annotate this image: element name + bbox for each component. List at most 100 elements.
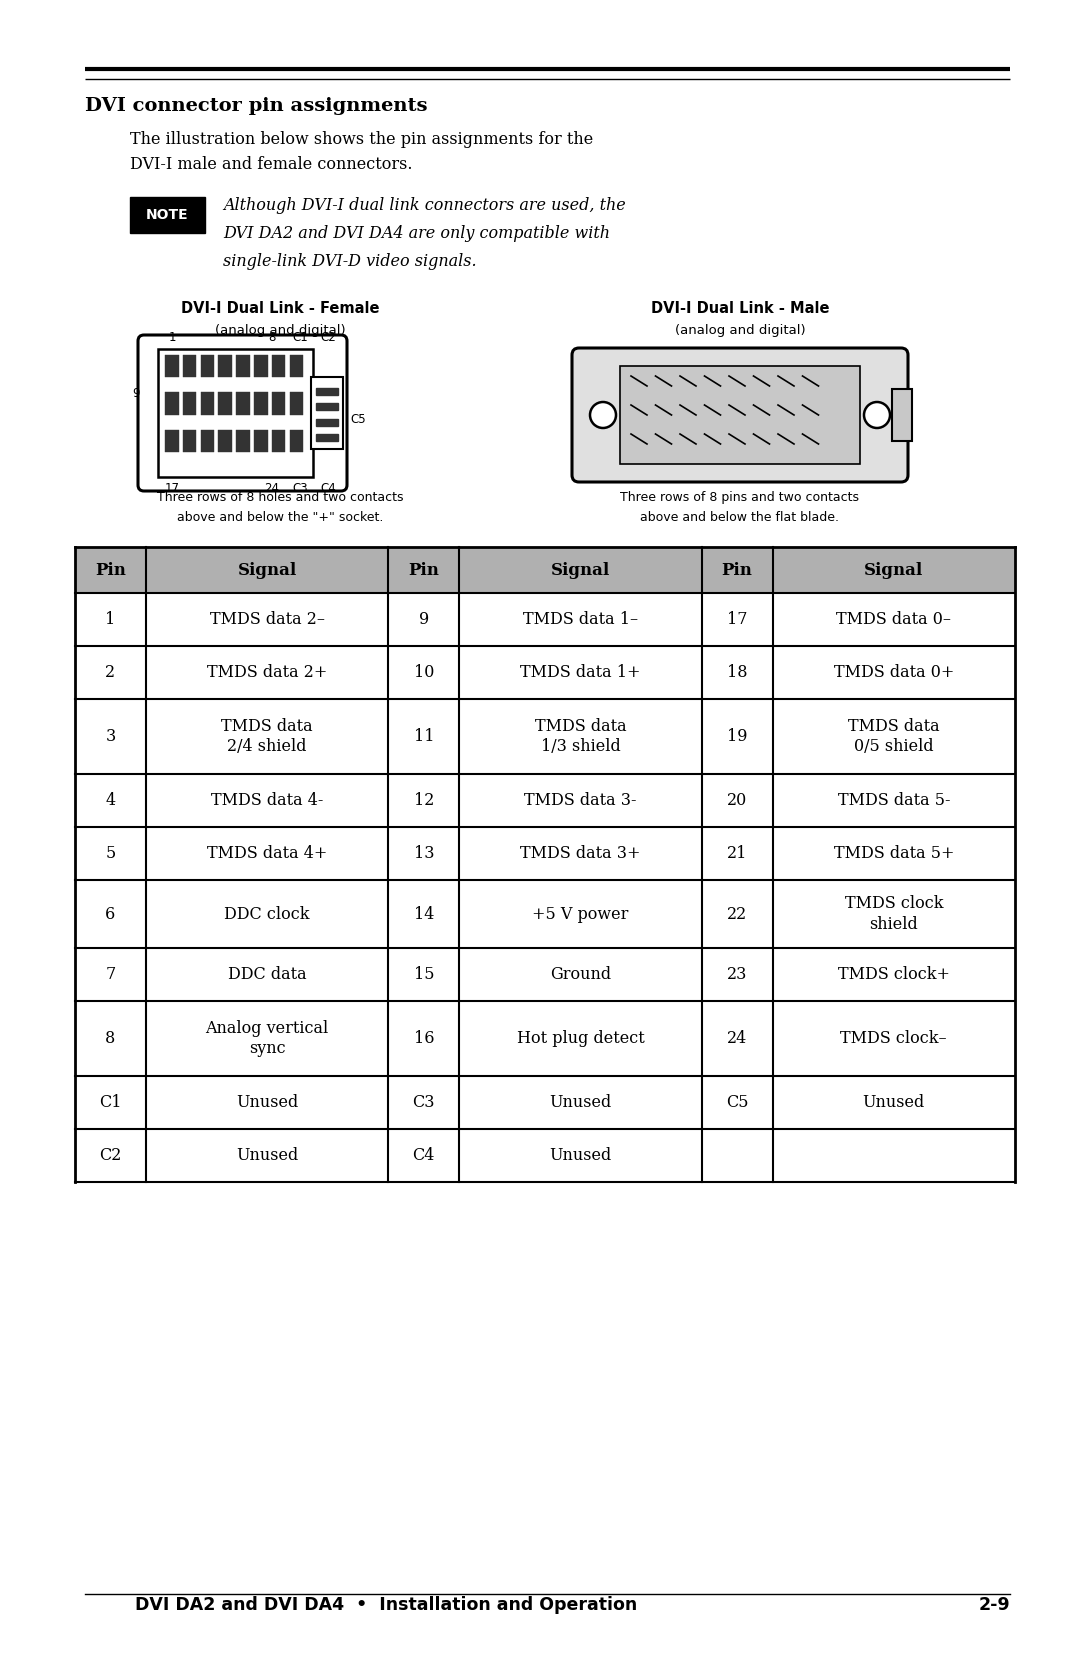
Text: TMDS data 2+: TMDS data 2+ (207, 664, 327, 681)
Text: 24: 24 (265, 482, 280, 496)
Text: C1: C1 (99, 1093, 122, 1112)
Text: TMDS data
2/4 shield: TMDS data 2/4 shield (221, 718, 313, 754)
Text: 12: 12 (414, 793, 434, 809)
Bar (237, 431, 249, 452)
Text: 16: 16 (414, 1030, 434, 1046)
Text: above and below the "+" socket.: above and below the "+" socket. (177, 511, 383, 524)
Text: 8: 8 (268, 330, 275, 344)
Text: 19: 19 (727, 728, 747, 744)
Bar (218, 431, 232, 452)
Text: 9: 9 (133, 387, 140, 401)
Text: TMDS data 2–: TMDS data 2– (210, 611, 325, 628)
Text: DVI-I Dual Link - Female: DVI-I Dual Link - Female (180, 300, 379, 315)
Bar (165, 431, 178, 452)
Text: 11: 11 (414, 728, 434, 744)
Text: DVI DA2 and DVI DA4 are only compatible with: DVI DA2 and DVI DA4 are only compatible … (222, 225, 610, 242)
Text: DVI-I Dual Link - Male: DVI-I Dual Link - Male (651, 300, 829, 315)
Text: (analog and digital): (analog and digital) (215, 324, 346, 337)
Bar (201, 355, 214, 377)
Text: TMDS data 4-: TMDS data 4- (211, 793, 323, 809)
Text: C4: C4 (413, 1147, 435, 1163)
Text: TMDS data 0+: TMDS data 0+ (834, 664, 954, 681)
Text: 1: 1 (106, 611, 116, 628)
Text: 10: 10 (414, 664, 434, 681)
Text: C4: C4 (320, 482, 336, 496)
Text: 15: 15 (414, 966, 434, 983)
Text: C3: C3 (413, 1093, 435, 1112)
Text: Signal: Signal (864, 561, 923, 579)
Text: above and below the flat blade.: above and below the flat blade. (640, 511, 839, 524)
Text: Ground: Ground (550, 966, 611, 983)
Text: 20: 20 (727, 793, 747, 809)
Text: 9: 9 (419, 611, 429, 628)
Bar (183, 355, 197, 377)
Text: Signal: Signal (551, 561, 610, 579)
Text: DVI DA2 and DVI DA4  •  Installation and Operation: DVI DA2 and DVI DA4 • Installation and O… (135, 1596, 637, 1614)
Circle shape (864, 402, 890, 427)
Circle shape (590, 402, 616, 427)
Bar (316, 387, 338, 394)
Text: TMDS data 3+: TMDS data 3+ (521, 845, 640, 861)
Text: TMDS data 3-: TMDS data 3- (524, 793, 637, 809)
Bar (237, 355, 249, 377)
Text: 2: 2 (106, 664, 116, 681)
Text: (analog and digital): (analog and digital) (675, 324, 806, 337)
Text: TMDS clock+: TMDS clock+ (838, 966, 949, 983)
Text: TMDS data 4+: TMDS data 4+ (207, 845, 327, 861)
Bar (272, 392, 285, 414)
Text: TMDS data 5+: TMDS data 5+ (834, 845, 954, 861)
Text: TMDS data 0–: TMDS data 0– (836, 611, 951, 628)
Bar (201, 431, 214, 452)
Text: 4: 4 (106, 793, 116, 809)
Text: C1: C1 (292, 330, 308, 344)
Text: Pin: Pin (408, 561, 440, 579)
Bar (272, 355, 285, 377)
Text: Three rows of 8 pins and two contacts: Three rows of 8 pins and two contacts (621, 491, 860, 504)
Text: Unused: Unused (237, 1147, 298, 1163)
Bar (316, 419, 338, 426)
Bar (130, 197, 205, 234)
Bar (218, 355, 232, 377)
Bar (237, 392, 249, 414)
Text: DVI-I male and female connectors.: DVI-I male and female connectors. (130, 155, 413, 174)
Text: 3: 3 (106, 728, 116, 744)
Bar (316, 434, 338, 441)
Text: Hot plug detect: Hot plug detect (516, 1030, 645, 1046)
Bar (158, 349, 313, 477)
Bar (218, 392, 232, 414)
Text: Unused: Unused (550, 1093, 611, 1112)
Bar (75, 547, 1015, 592)
Text: TMDS clock–: TMDS clock– (840, 1030, 947, 1046)
Text: 23: 23 (727, 966, 747, 983)
Text: DVI connector pin assignments: DVI connector pin assignments (85, 97, 428, 115)
Bar (165, 392, 178, 414)
Bar (620, 366, 860, 464)
Text: NOTE: NOTE (146, 209, 189, 222)
Text: TMDS data 5-: TMDS data 5- (838, 793, 950, 809)
Text: DDC data: DDC data (228, 966, 307, 983)
Bar (165, 355, 178, 377)
Text: C5: C5 (726, 1093, 748, 1112)
Text: TMDS data 1+: TMDS data 1+ (521, 664, 640, 681)
Text: 5: 5 (106, 845, 116, 861)
Text: 14: 14 (414, 906, 434, 923)
Bar (254, 431, 268, 452)
Text: The illustration below shows the pin assignments for the: The illustration below shows the pin ass… (130, 130, 593, 149)
Text: single-link DVI-D video signals.: single-link DVI-D video signals. (222, 254, 476, 270)
Bar (254, 392, 268, 414)
Text: 2-9: 2-9 (978, 1596, 1010, 1614)
FancyBboxPatch shape (572, 349, 908, 482)
Text: 21: 21 (727, 845, 747, 861)
Bar (311, 377, 343, 449)
Text: C3: C3 (293, 482, 308, 496)
Bar (183, 392, 197, 414)
Bar (201, 392, 214, 414)
Text: 7: 7 (106, 966, 116, 983)
Bar (289, 431, 303, 452)
Bar (289, 355, 303, 377)
Text: 13: 13 (414, 845, 434, 861)
Text: Pin: Pin (95, 561, 126, 579)
Text: C2: C2 (99, 1147, 122, 1163)
Bar (254, 355, 268, 377)
Text: 24: 24 (727, 1030, 747, 1046)
